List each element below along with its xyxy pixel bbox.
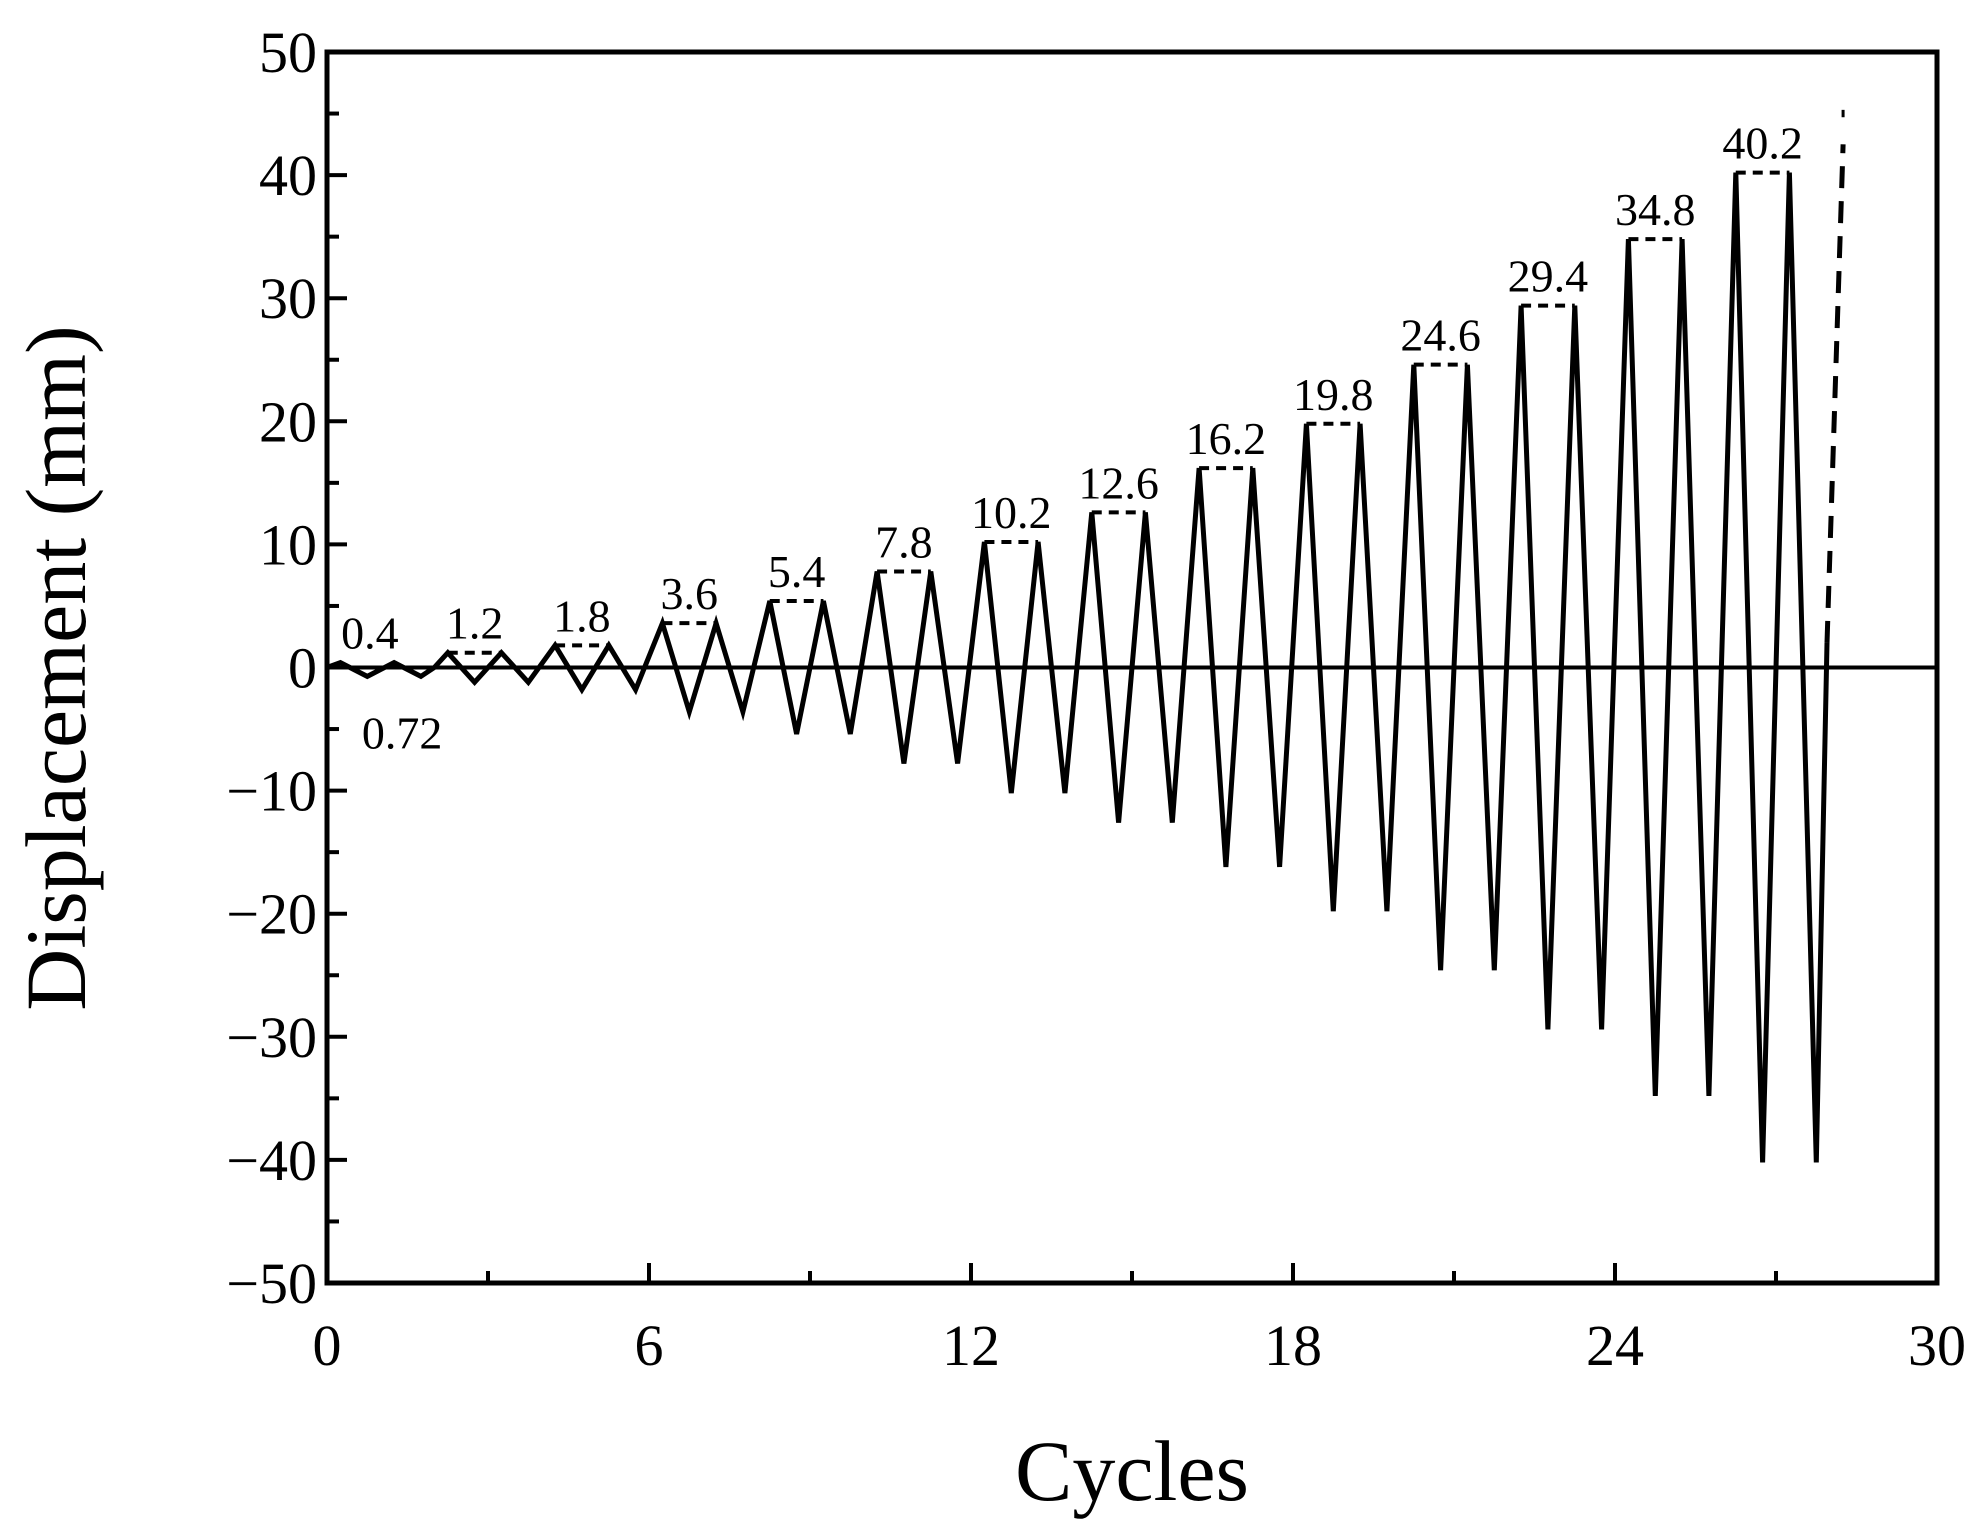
x-tick-label: 24 (1586, 1313, 1644, 1378)
y-tick-label: 10 (259, 512, 317, 577)
amplitude-label: 3.6 (661, 568, 719, 619)
y-tick-label: −40 (226, 1128, 317, 1193)
amplitude-label: 19.8 (1293, 369, 1374, 420)
y-tick-label: 20 (259, 389, 317, 454)
y-tick-label: −20 (226, 882, 317, 947)
annotations-group: 0.4 0.72 1.2 1.8 3.6 5.4 7.8 10.2 12.6 16.2 19.8 24… (341, 118, 1803, 759)
amplitude-label: 34.8 (1615, 184, 1696, 235)
amplitude-label: 16.2 (1186, 413, 1267, 464)
amplitude-label: 5.4 (768, 546, 826, 597)
amplitude-label: 29.4 (1508, 251, 1589, 302)
amplitude-label: 1.8 (553, 590, 611, 641)
y-tick-label: 40 (259, 143, 317, 208)
amplitude-label: 7.8 (875, 516, 933, 567)
y-tick-label: 0 (288, 636, 317, 701)
x-tick-label: 6 (635, 1313, 664, 1378)
series-group (326, 109, 1846, 1163)
amplitude-label: 40.2 (1722, 118, 1803, 169)
x-axis-title: Cycles (1015, 1423, 1249, 1519)
tick-labels: 0 6 12 18 24 30 50 40 30 20 10 0 −10 −20 −30 −40 −50 (226, 20, 1966, 1378)
x-tick-label: 12 (942, 1313, 1000, 1378)
y-axis-title: Displacement (mm) (8, 325, 104, 1010)
dashed-final-line (1824, 144, 1846, 643)
protocol-line (326, 172, 1830, 1163)
amplitude-label: 10.2 (971, 487, 1052, 538)
x-tick-label: 30 (1908, 1313, 1966, 1378)
amplitude-label: 12.6 (1078, 457, 1159, 508)
y-tick-label: −10 (226, 759, 317, 824)
amplitude-label: 24.6 (1400, 310, 1481, 361)
amplitude-label: 0.4 (341, 608, 399, 659)
y-tick-label: −30 (226, 1005, 317, 1070)
amplitude-label: 0.72 (362, 707, 443, 758)
amplitude-guides (447, 170, 1790, 655)
x-tick-label: 0 (313, 1313, 342, 1378)
y-tick-label: −50 (226, 1251, 317, 1316)
plot-frame (324, 49, 1940, 1286)
x-tick-label: 18 (1264, 1313, 1322, 1378)
y-tick-label: 50 (259, 20, 317, 85)
y-tick-label: 30 (259, 266, 317, 331)
amplitude-label: 1.2 (446, 598, 504, 649)
